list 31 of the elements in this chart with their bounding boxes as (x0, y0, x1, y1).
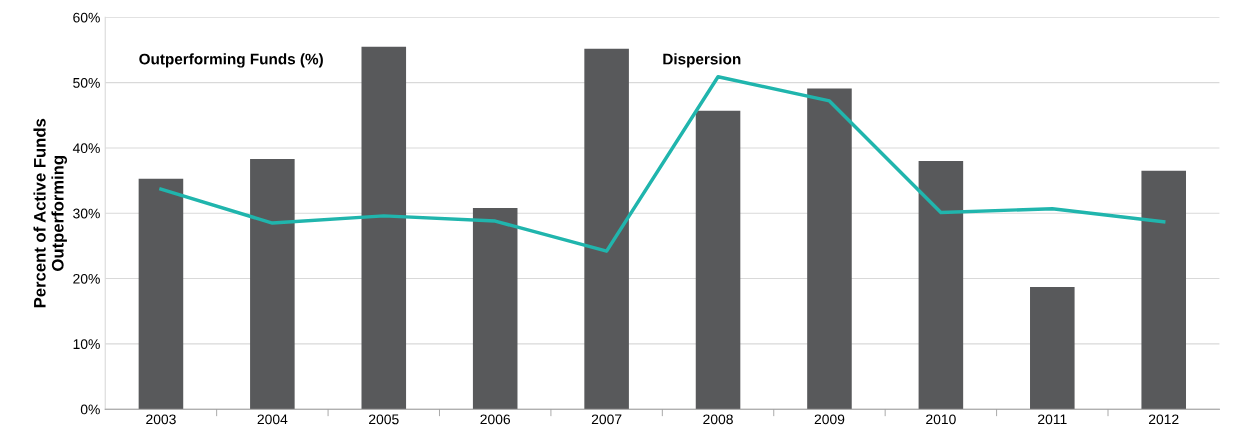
y-tick-label: 20% (73, 273, 100, 284)
y-tick-label: 0% (80, 404, 100, 415)
x-tick-label: 2009 (814, 414, 845, 425)
x-tick-label: 2004 (257, 414, 288, 425)
bar (138, 178, 184, 410)
x-tick-label: 2010 (926, 414, 956, 425)
x-tick-label: 2012 (1148, 414, 1179, 425)
y-tick-label: 30% (73, 208, 100, 219)
bar (1030, 287, 1075, 410)
x-tick-label: 2006 (480, 414, 511, 425)
y-tick-label: 10% (73, 339, 100, 350)
x-tick-label: 2008 (703, 414, 733, 425)
y-tick-label: 40% (72, 143, 100, 154)
bar (472, 208, 518, 410)
bar (250, 159, 295, 410)
bar (1141, 170, 1186, 410)
x-tick-label: 2003 (146, 414, 176, 425)
bar (918, 161, 964, 410)
x-tick-label: 2005 (369, 414, 399, 425)
bar (695, 110, 741, 410)
x-tick-label: 2007 (591, 414, 622, 425)
series-label: Dispersion (663, 53, 741, 68)
bar (807, 88, 852, 410)
y-tick-label: 60% (73, 12, 100, 23)
text: Outperforming Funds (%) (139, 53, 323, 68)
bar (584, 48, 629, 410)
y-axis-title: Percent of Active Funds Outperforming (33, 118, 68, 308)
bar (361, 46, 407, 410)
y-tick-label: 50% (73, 77, 100, 88)
line-series (159, 75, 1166, 253)
x-tick-label: 2011 (1038, 414, 1067, 425)
